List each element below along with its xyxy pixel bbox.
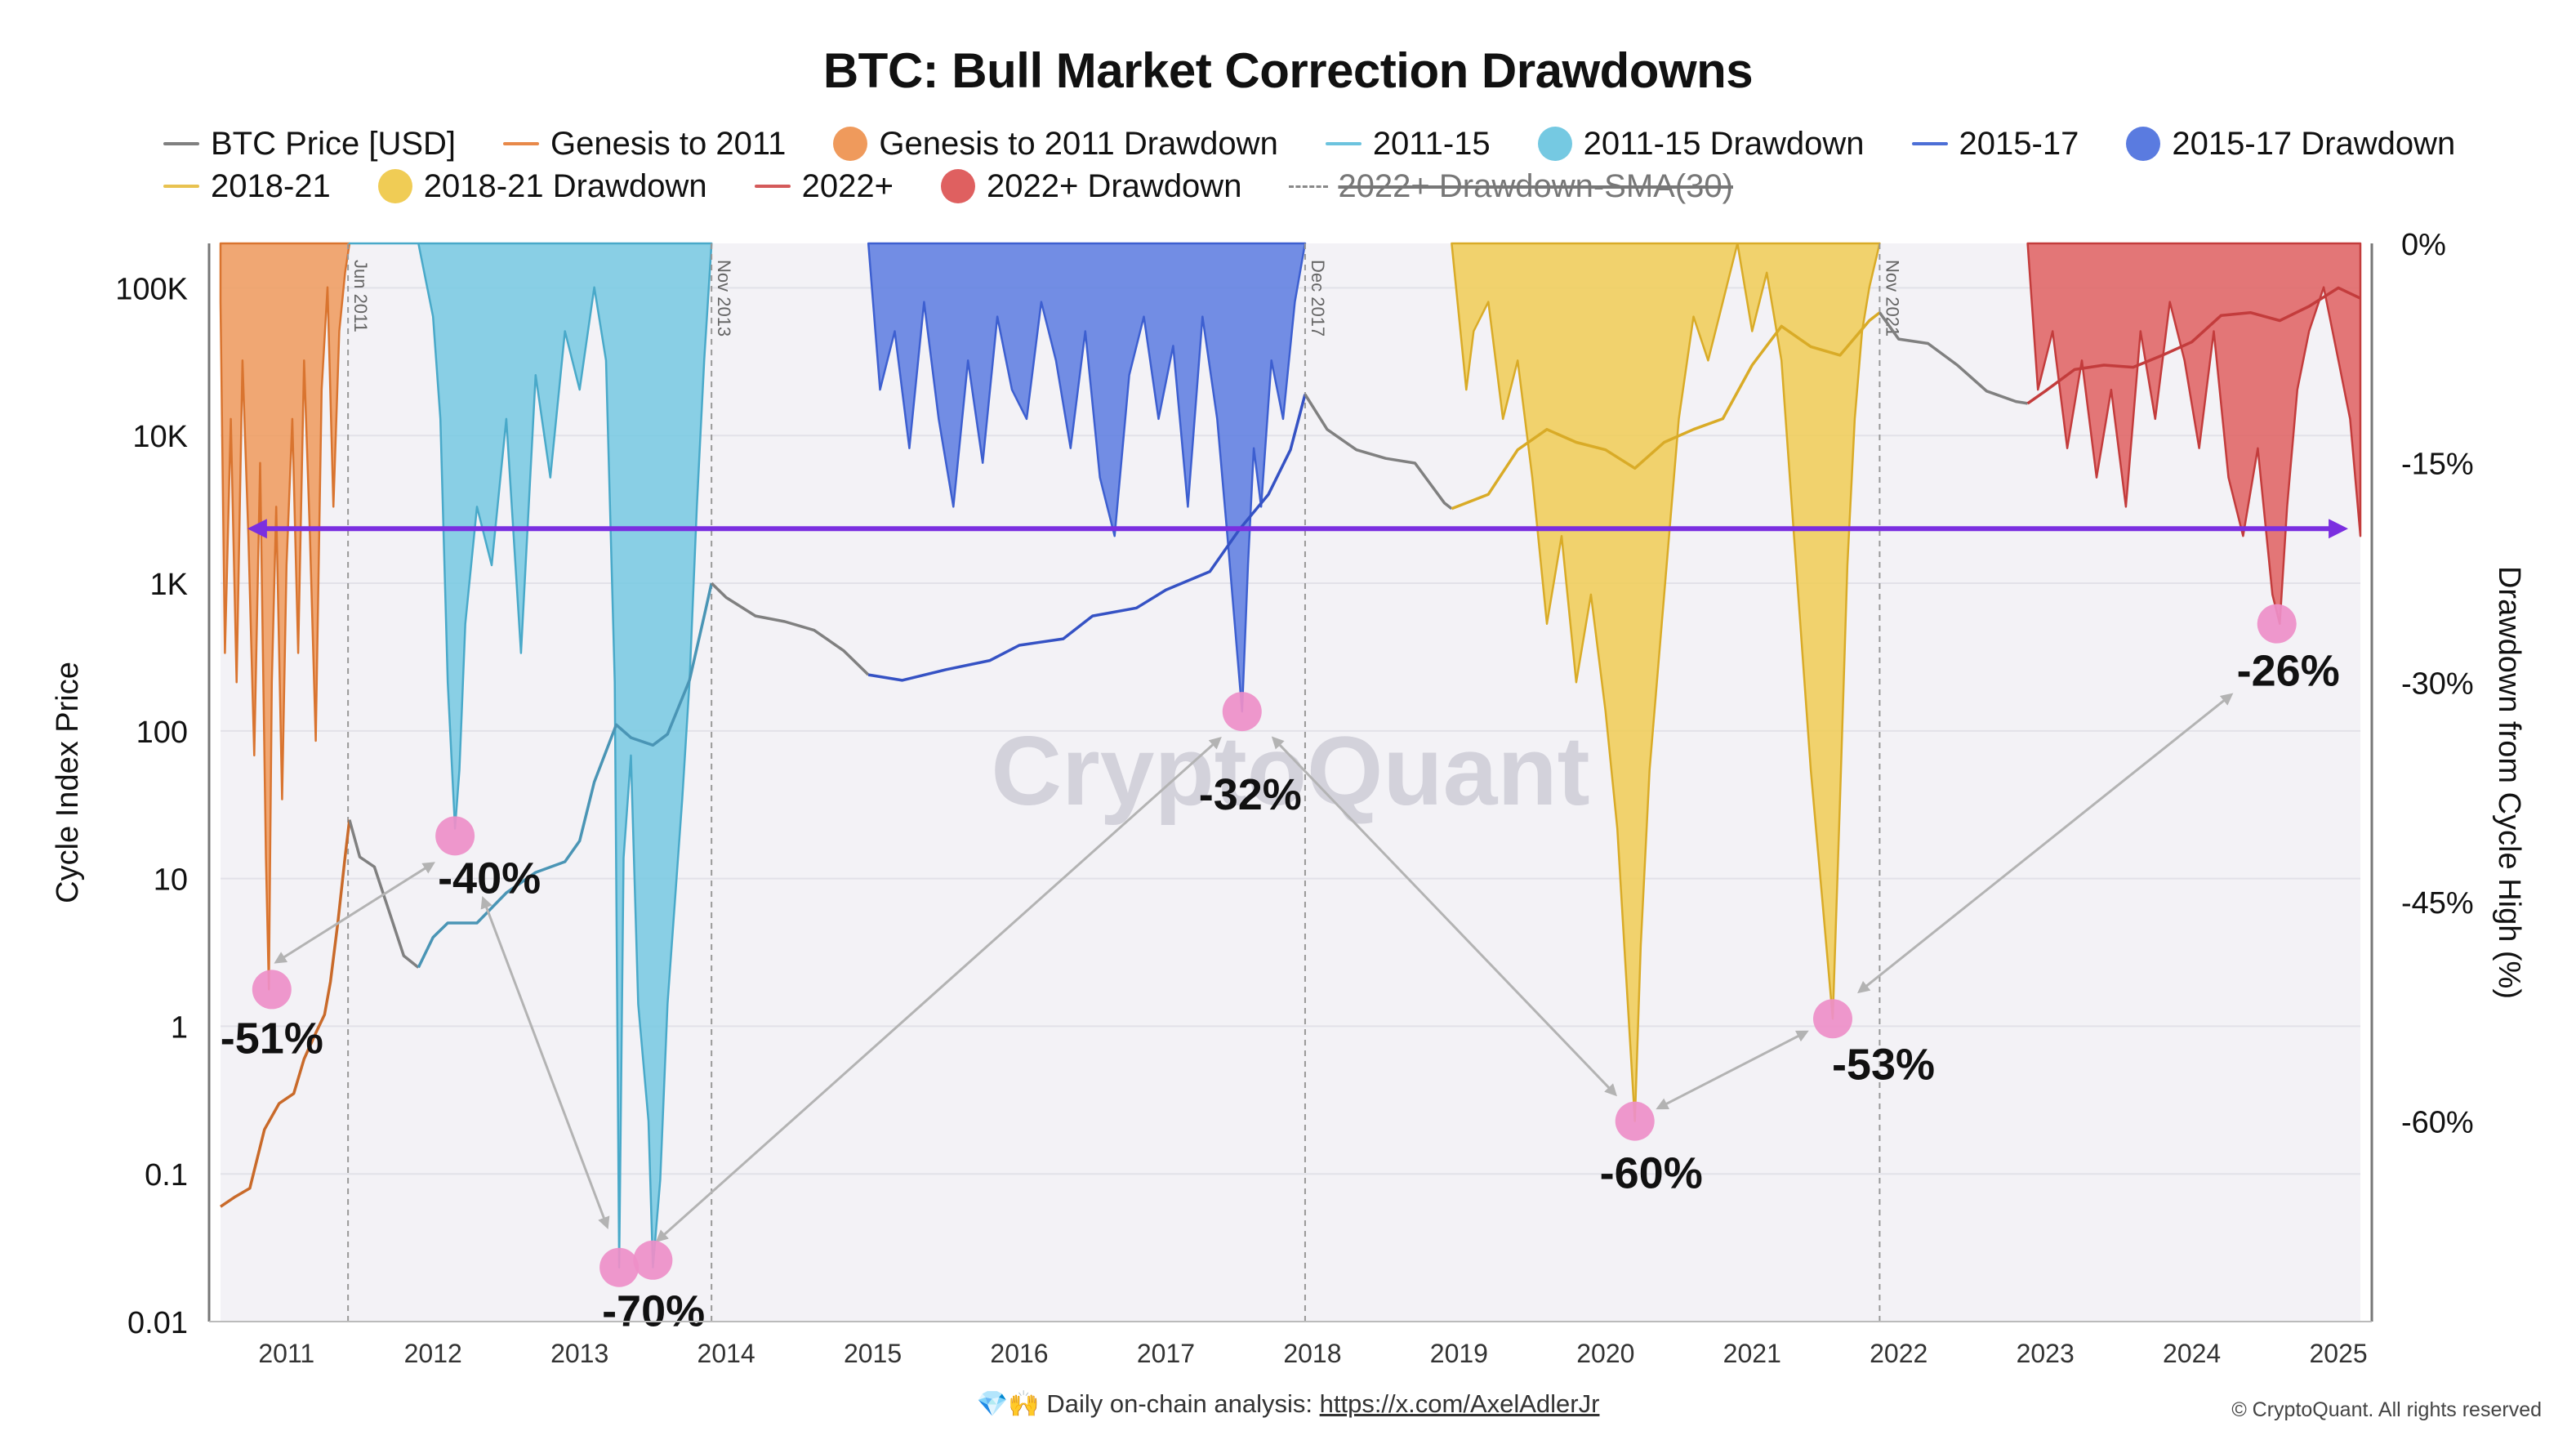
cycle-marker-label: Nov 2021 [1882, 260, 1902, 337]
legend-row-1: BTC Price [USD] Genesis to 2011 Genesis … [163, 123, 2455, 165]
legend-item-genesis-drawdown[interactable]: Genesis to 2011 Drawdown [833, 126, 1278, 163]
drawdown-marker [435, 816, 475, 856]
connector-arrow [480, 895, 610, 1230]
dot-swatch-icon [377, 169, 412, 203]
drawdown-area-genesis-to-2011-drawdown [219, 242, 351, 991]
line-swatch-icon [754, 185, 791, 188]
drawdown-label: -70% [602, 1287, 705, 1336]
connector-arrow [1656, 1030, 1809, 1110]
dot-swatch-icon [941, 169, 976, 203]
y-tick-label: 10 [154, 863, 188, 898]
y-axis-title: Cycle Index Price [51, 662, 85, 903]
line-swatch-icon [503, 142, 540, 145]
line-swatch-icon [1325, 142, 1362, 145]
drawdown-marker [1222, 692, 1262, 732]
x-tick-label: 2013 [550, 1339, 608, 1368]
legend-item-2022[interactable]: 2022+ [754, 168, 894, 205]
drawdown-marker [252, 970, 292, 1010]
legend-item-genesis[interactable]: Genesis to 2011 [503, 126, 786, 163]
dot-swatch-icon [833, 127, 868, 161]
dot-swatch-icon [2126, 127, 2161, 161]
legend-item-2018-21[interactable]: 2018-21 [163, 168, 331, 205]
y-tick-label: 100K [115, 272, 188, 306]
price-line-2018-21 [1451, 311, 1881, 510]
x-tick-label: 2023 [2017, 1339, 2075, 1368]
x-tick-label: 2014 [697, 1339, 755, 1368]
legend-item-2011-15-drawdown[interactable]: 2011-15 Drawdown [1537, 126, 1865, 163]
dash-swatch-icon [1289, 185, 1329, 188]
y-tick-label: 0.01 [127, 1306, 188, 1340]
x-tick-label: 2017 [1137, 1339, 1195, 1368]
footer-link[interactable]: https://x.com/AxelAdlerJr [1319, 1389, 1600, 1418]
y2-tick-label: -60% [2401, 1106, 2474, 1140]
price-line-2022- [2026, 286, 2361, 405]
y2-tick-label: -45% [2401, 886, 2474, 921]
legend-item-2015-17-drawdown[interactable]: 2015-17 Drawdown [2126, 126, 2455, 163]
price-line-btc-price-usd- [1304, 393, 1453, 510]
x-tick-label: 2016 [990, 1339, 1048, 1368]
y-tick-label: 1K [150, 568, 188, 602]
connector-arrow [1857, 693, 2234, 994]
x-tick-label: 2021 [1723, 1339, 1781, 1368]
drawdown-area-2018-21-drawdown [1451, 242, 1881, 1122]
x-tick-label: 2025 [2309, 1339, 2367, 1368]
y2-tick-label: -30% [2401, 667, 2474, 701]
y-tick-label: 10K [132, 420, 188, 454]
drawdown-marker [633, 1240, 673, 1280]
connector-arrow [1271, 736, 1617, 1097]
line-swatch-icon [163, 185, 199, 188]
chart-title: BTC: Bull Market Correction Drawdowns [822, 43, 1754, 98]
y2-axis-title: Drawdown from Cycle High (%) [2492, 566, 2526, 999]
dot-swatch-icon [1537, 127, 1572, 161]
price-line-btc-price-usd- [1878, 311, 2028, 405]
connector-arrow [655, 736, 1222, 1242]
legend-item-2022-drawdown[interactable]: 2022+ Drawdown [941, 168, 1241, 205]
x-tick-label: 2011 [258, 1339, 314, 1368]
copyright: © CryptoQuant. All rights reserved [2231, 1398, 2542, 1421]
y2-tick-label: -15% [2401, 448, 2474, 482]
price-line-btc-price-usd- [710, 582, 870, 676]
drawdown-label: -51% [221, 1014, 323, 1063]
x-tick-label: 2020 [1576, 1339, 1634, 1368]
footer: 💎🙌 Daily on-chain analysis: https://x.co… [0, 1389, 2576, 1419]
line-swatch-icon [163, 142, 199, 145]
drawdown-marker [2257, 604, 2297, 644]
legend-item-2015-17[interactable]: 2015-17 [1911, 126, 2079, 163]
connector-arrow [274, 862, 435, 964]
y2-tick-label: 0% [2401, 228, 2446, 262]
x-tick-label: 2018 [1283, 1339, 1341, 1368]
drawdown-label: -40% [438, 854, 541, 903]
legend: BTC Price [USD] Genesis to 2011 Genesis … [163, 123, 2455, 207]
y-tick-label: 0.1 [145, 1158, 188, 1193]
footer-prefix: 💎🙌 Daily on-chain analysis: [976, 1389, 1320, 1418]
drawdown-label: -60% [1600, 1149, 1703, 1198]
drawdown-label: -32% [1199, 770, 1302, 819]
legend-item-btc-price[interactable]: BTC Price [USD] [163, 126, 456, 163]
x-tick-label: 2022 [1870, 1339, 1928, 1368]
y-tick-label: 100 [136, 716, 188, 750]
drawdown-marker [599, 1247, 640, 1287]
line-swatch-icon [1911, 142, 1948, 145]
cycle-marker-label: Jun 2011 [350, 260, 371, 332]
price-line-2011-15 [417, 582, 713, 969]
x-tick-label: 2012 [404, 1339, 462, 1368]
drawdown-marker [1615, 1101, 1655, 1141]
cycle-marker-label: Nov 2013 [714, 260, 734, 337]
x-tick-label: 2015 [844, 1339, 902, 1368]
drawdown-label: -53% [1832, 1040, 1935, 1089]
cycle-marker-label: Dec 2017 [1308, 260, 1328, 337]
price-line-2015-17 [867, 394, 1307, 682]
legend-item-2022-sma[interactable]: 2022+ Drawdown-SMA(30) [1289, 168, 1733, 205]
drawdown-marker [1812, 999, 1852, 1039]
legend-item-2018-21-drawdown[interactable]: 2018-21 Drawdown [377, 168, 707, 205]
x-tick-label: 2024 [2163, 1339, 2221, 1368]
y-tick-label: 1 [171, 1010, 188, 1045]
legend-row-2: 2018-21 2018-21 Drawdown 2022+ 2022+ Dra… [163, 165, 2450, 207]
drawdown-label: -26% [2237, 647, 2340, 696]
x-tick-label: 2019 [1430, 1339, 1488, 1368]
drawdown-area-2015-17-drawdown [867, 242, 1307, 713]
legend-item-2011-15[interactable]: 2011-15 [1325, 126, 1491, 163]
